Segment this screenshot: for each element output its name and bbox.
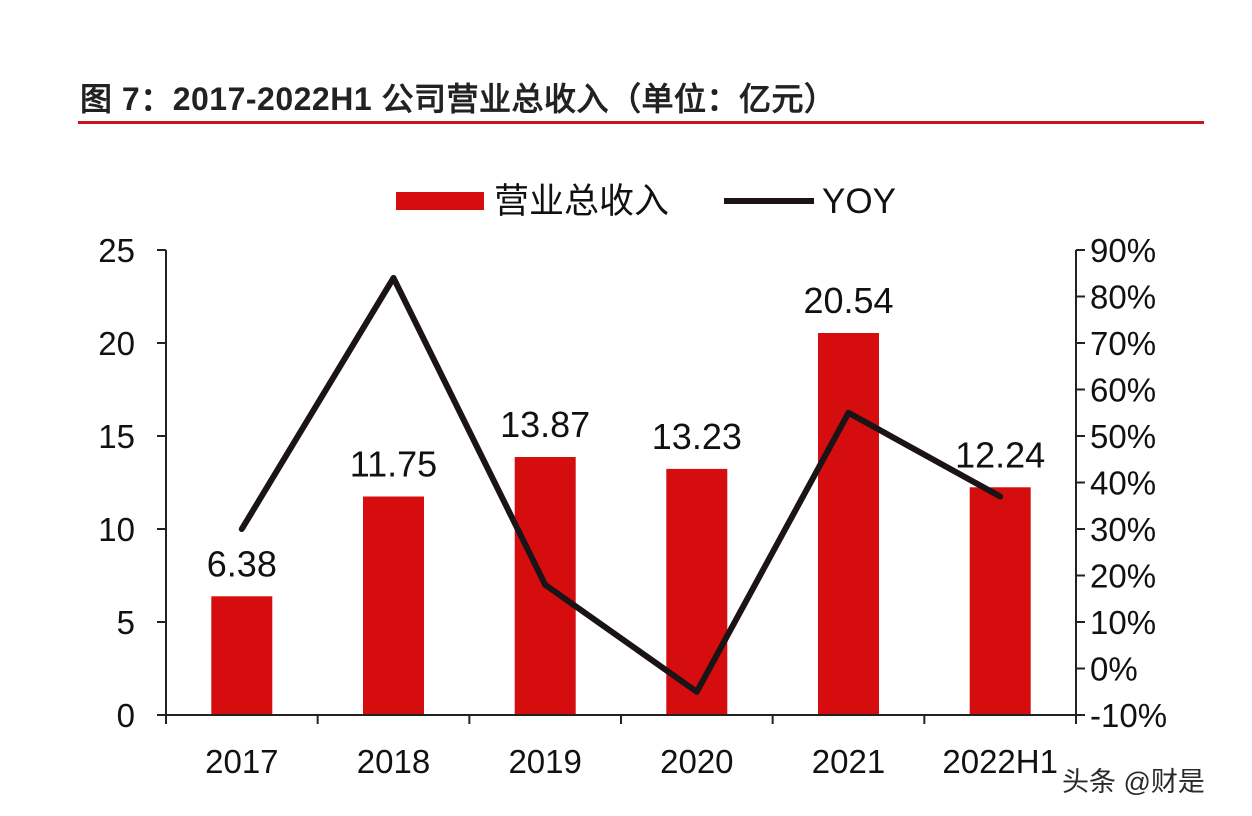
legend-revenue-swatch: [396, 192, 484, 210]
bar-value-label: 12.24: [955, 434, 1045, 475]
bar-value-label: 20.54: [803, 280, 893, 321]
y-right-tick-label: 50%: [1090, 418, 1156, 455]
y-left-tick-label: 20: [98, 325, 135, 362]
yoy-line: [238, 274, 1004, 695]
legend-yoy-label: YOY: [822, 182, 896, 221]
y-right-tick-label: 40%: [1090, 465, 1156, 502]
x-tick-label: 2019: [508, 743, 581, 780]
y-right-tick-label: 10%: [1090, 604, 1156, 641]
x-tick-label: 2017: [205, 743, 278, 780]
x-tick-label: 2022H1: [942, 743, 1058, 780]
bar-2021: [818, 333, 879, 715]
y-right-tick-label: 90%: [1090, 232, 1156, 269]
bar-value-label: 13.87: [500, 404, 590, 445]
bar-2022H1: [969, 487, 1031, 715]
y-left-tick-label: 25: [98, 232, 135, 269]
y-right-tick-label: 70%: [1090, 325, 1156, 362]
bar-value-label: 11.75: [350, 443, 437, 484]
bar-value-label: 13.23: [652, 416, 742, 457]
x-tick-label: 2020: [660, 743, 733, 780]
y-left-tick-label: 15: [98, 418, 135, 455]
y-left-tick-label: 10: [98, 511, 135, 548]
y-right-tick-label: -10%: [1090, 697, 1167, 734]
y-right-tick-label: 80%: [1090, 279, 1156, 316]
y-left-tick-label: 5: [117, 604, 135, 641]
y-right-tick-label: 20%: [1090, 558, 1156, 595]
y-right-tick-label: 60%: [1090, 372, 1156, 409]
y-left-tick-label: 0: [117, 697, 135, 734]
bar-value-label: 6.38: [207, 543, 277, 584]
legend-revenue-label: 营业总收入: [494, 182, 669, 221]
x-tick-label: 2018: [357, 743, 430, 780]
y-right-tick-label: 0%: [1090, 651, 1138, 688]
y-right-tick-label: 30%: [1090, 511, 1156, 548]
x-tick-label: 2021: [812, 743, 885, 780]
bar-2017: [211, 596, 273, 715]
watermark: 头条 @财是: [1062, 767, 1205, 797]
figure-title: 图 7：2017-2022H1 公司营业总收入（单位：亿元）: [80, 81, 837, 117]
title-rule: [78, 121, 1204, 124]
bar-2018: [363, 496, 424, 715]
